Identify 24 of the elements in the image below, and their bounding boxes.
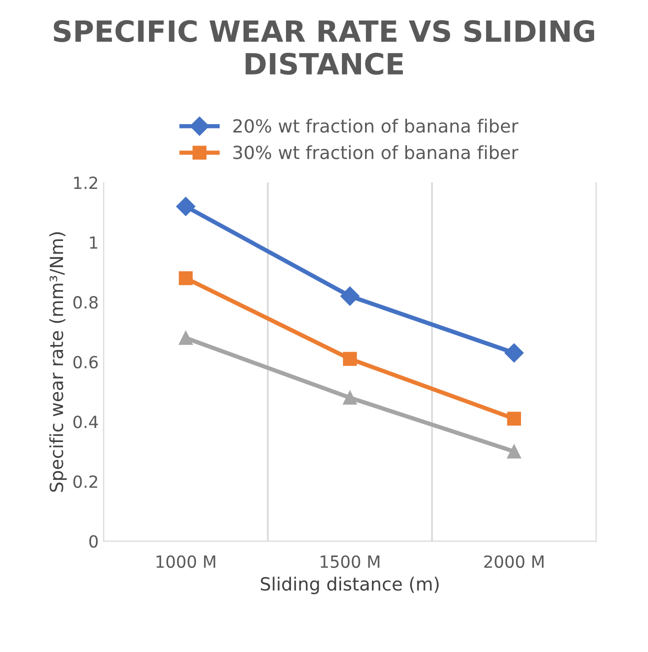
x-tick-label: 1500 M	[320, 555, 380, 568]
point	[176, 196, 196, 216]
legend-label: 30% wt fraction of banana fiber	[233, 145, 518, 160]
point	[342, 390, 357, 405]
point	[178, 331, 193, 345]
point	[504, 343, 524, 362]
point	[178, 271, 193, 286]
point	[507, 444, 522, 458]
point	[507, 412, 522, 426]
y-axis-title: Specific wear rate (mm³/Nm)	[49, 232, 67, 492]
x-tick-label: 1000 M	[156, 555, 216, 568]
y-tick-label: 0.2	[73, 475, 98, 488]
y-tick-label: 0.8	[73, 296, 98, 309]
legend-label: 20% wt fraction of banana fiber	[233, 118, 518, 133]
y-tick-label: 1.2	[74, 176, 98, 189]
x-axis-title: Sliding distance (m)	[260, 576, 439, 594]
y-tick-label: 0.6	[73, 356, 98, 368]
point	[342, 352, 357, 366]
x-tick-label: 2000 M	[484, 555, 544, 568]
y-tick-label: 0.4	[73, 416, 98, 428]
point	[340, 286, 360, 306]
y-tick-label: 0	[89, 535, 98, 548]
y-tick-label: 1	[90, 236, 98, 249]
chart-title: SPECIFIC WEAR RATE VS SLIDING DISTANCE	[54, 20, 594, 75]
